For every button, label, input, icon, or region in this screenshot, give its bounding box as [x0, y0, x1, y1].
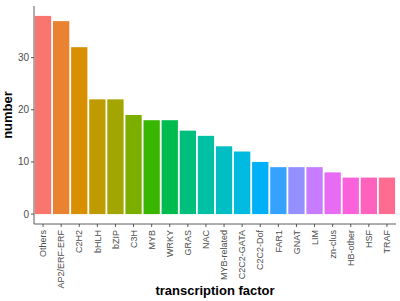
bar [125, 115, 141, 214]
x-tick-label: Others [38, 230, 48, 258]
x-tick-label: HSF [364, 229, 374, 248]
y-tick-label: 20 [18, 104, 30, 115]
bar [343, 178, 359, 215]
bar [252, 162, 268, 214]
x-tick [350, 224, 351, 227]
x-tick-label: HB-other [346, 230, 356, 266]
x-tick [79, 224, 80, 227]
x-tick-label: C2H2 [74, 230, 84, 253]
x-tick-label: zn-clus [328, 230, 338, 259]
y-tick [31, 109, 34, 110]
bar [234, 152, 250, 215]
bar [71, 47, 87, 214]
y-tick-label: 10 [18, 156, 30, 167]
y-tick-label: 30 [18, 52, 30, 63]
x-tick-label: C3H [129, 230, 139, 248]
x-tick-label: FAR1 [274, 230, 284, 253]
y-tick [31, 161, 34, 162]
x-tick [151, 224, 152, 227]
x-tick-label: NAC [201, 230, 211, 250]
x-axis-title: transcription factor [155, 283, 274, 298]
x-tick-label: bZIP [111, 230, 121, 249]
x-tick [224, 224, 225, 227]
x-tick [296, 224, 297, 227]
x-tick [133, 224, 134, 227]
x-tick [43, 224, 44, 227]
y-tick [31, 214, 34, 215]
x-tick-label: GNAT [292, 230, 302, 255]
x-axis-line [34, 224, 396, 225]
bar [107, 99, 123, 214]
bar [162, 120, 178, 214]
bar [180, 131, 196, 214]
bar [198, 136, 214, 214]
bar [306, 167, 322, 214]
x-tick-label: MYB [147, 230, 157, 250]
x-tick [115, 224, 116, 227]
x-tick [368, 224, 369, 227]
x-tick [332, 224, 333, 227]
x-tick-label: bHLH [93, 230, 103, 253]
bar [216, 146, 232, 214]
x-tick-label: C2C2-GATA [237, 230, 247, 279]
bar [325, 172, 341, 214]
x-tick [61, 224, 62, 227]
bar [35, 16, 51, 214]
bar [379, 178, 395, 215]
x-tick [187, 224, 188, 227]
x-tick [242, 224, 243, 227]
bar [270, 167, 286, 214]
x-tick [169, 224, 170, 227]
x-tick [260, 224, 261, 227]
x-tick-label: MYB-related [219, 230, 229, 280]
bar [288, 167, 304, 214]
x-tick [97, 224, 98, 227]
x-tick-label: TRAF [382, 230, 392, 254]
y-tick [31, 57, 34, 58]
bar [89, 99, 105, 214]
x-tick [278, 224, 279, 227]
x-tick [314, 224, 315, 227]
bars [35, 16, 395, 214]
x-tick [386, 224, 387, 227]
y-axis-line [34, 6, 35, 224]
x-tick-label: WRKY [165, 230, 175, 257]
x-tick-label: C2C2-Dof [255, 230, 265, 271]
x-tick-label: AP2/ERF-ERF [56, 230, 66, 289]
bar [53, 21, 69, 214]
x-tick [205, 224, 206, 227]
x-tick-label: GRAS [183, 230, 193, 256]
y-tick-label: 0 [23, 209, 29, 220]
y-axis-title: number [0, 91, 15, 139]
chart: 0 10 20 30 Others AP2/ERF-ERF C2H2 bHLH bZIP C3H M… [0, 0, 400, 301]
bar [361, 178, 377, 215]
bar [144, 120, 160, 214]
x-tick-label: LIM [310, 230, 320, 245]
